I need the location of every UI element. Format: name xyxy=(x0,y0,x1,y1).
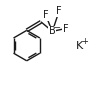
Text: F: F xyxy=(56,6,62,16)
Text: B: B xyxy=(49,26,56,36)
Text: F: F xyxy=(43,10,49,20)
Text: −: − xyxy=(53,23,60,32)
Text: F: F xyxy=(63,23,69,34)
Text: +: + xyxy=(81,38,88,46)
Text: K: K xyxy=(76,41,84,51)
